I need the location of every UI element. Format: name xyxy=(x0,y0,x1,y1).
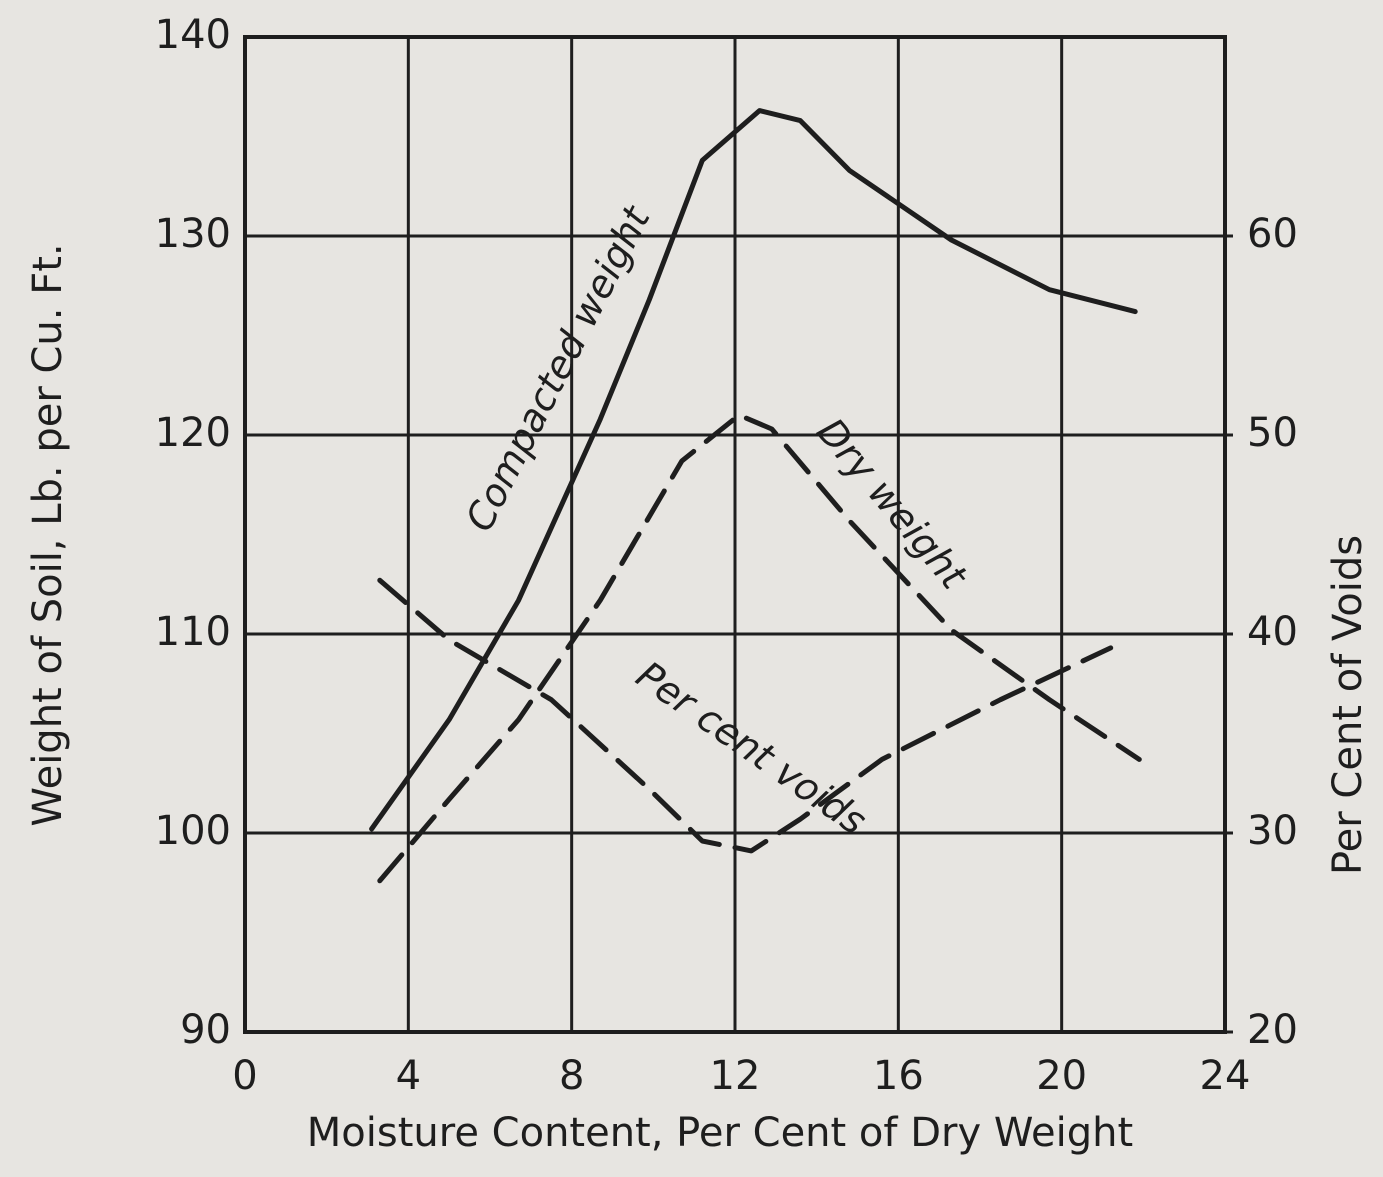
x-tick-label: 4 xyxy=(396,1053,421,1099)
y-tick-label: 110 xyxy=(155,609,231,655)
y-tick-label: 100 xyxy=(155,808,231,854)
x-tick-label: 16 xyxy=(873,1053,924,1099)
y2-axis-label: Per Cent of Voids xyxy=(1325,535,1371,875)
x-tick-label: 12 xyxy=(710,1053,761,1099)
y2-tick-label: 60 xyxy=(1247,211,1298,257)
y2-tick-label: 50 xyxy=(1247,410,1298,456)
y-tick-label: 140 xyxy=(155,12,231,58)
x-tick-label: 8 xyxy=(559,1053,584,1099)
y-axis-label: Weight of Soil, Lb. per Cu. Ft. xyxy=(25,243,71,826)
plot-frame xyxy=(243,35,1227,1034)
x-tick-label: 0 xyxy=(232,1053,257,1099)
y2-tick-label: 20 xyxy=(1247,1007,1298,1053)
x-tick-label: 20 xyxy=(1036,1053,1087,1099)
y2-tick-label: 40 xyxy=(1247,609,1298,655)
x-tick-label: 24 xyxy=(1200,1053,1251,1099)
series-line xyxy=(377,412,1142,884)
y-tick-label: 120 xyxy=(155,410,231,456)
series-line xyxy=(369,108,1138,832)
y-tick-label: 90 xyxy=(180,1007,231,1053)
y-tick-label: 130 xyxy=(155,211,231,257)
y2-tick-label: 30 xyxy=(1247,808,1298,854)
x-axis-label: Moisture Content, Per Cent of Dry Weight xyxy=(307,1110,1133,1156)
series-line xyxy=(377,577,1114,854)
